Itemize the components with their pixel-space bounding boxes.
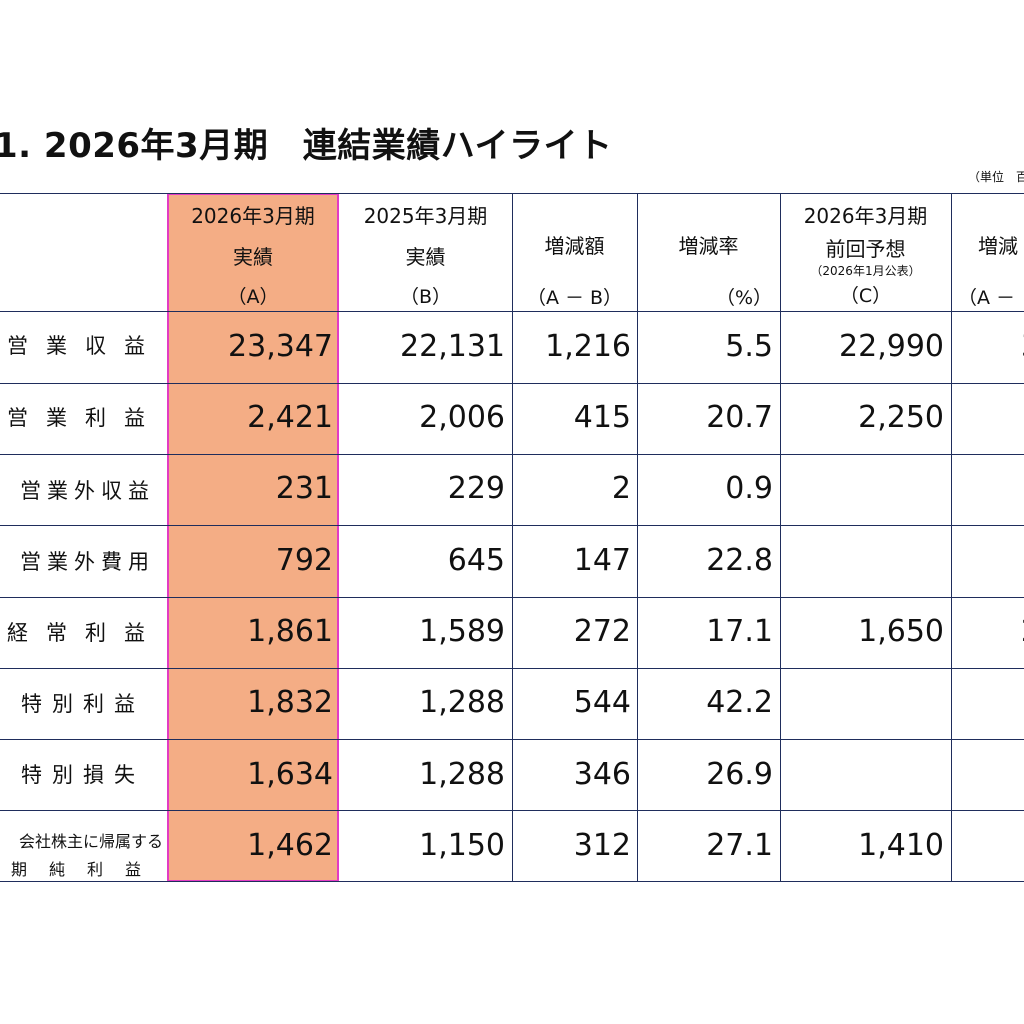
table-cell: 231 [275,471,333,506]
table-cell: 1,832 [247,685,333,720]
header-col-diff2: 増減 （A － [958,230,1024,310]
table-cell: 1,288 [419,757,505,792]
header-col-diff: 増減額 （A － B） [512,230,637,310]
row-label-net-income-line1: 会社株主に帰属する [18,832,163,851]
row-label-operating-revenue: 営業収益 [7,334,163,358]
table-cell: 27.1 [706,828,773,863]
table-cell: 312 [573,828,631,863]
header-col-rate-line3: （%） [715,287,772,309]
table-cell: 1,150 [419,828,505,863]
header-col-b-line2: 実績 [405,245,446,269]
table-cell: 20.7 [706,400,773,435]
table-cell: 2,421 [247,400,333,435]
header-col-b: 2025年3月期 実績 （B） [339,200,512,309]
table-cell: 346 [573,757,631,792]
page-title: 1. 2026年3月期 連結業績ハイライト [0,126,613,166]
table-border-bottom [0,881,1024,882]
table-cell: 22,131 [400,329,505,364]
table-cell: 2,006 [419,400,505,435]
table-cell: 1,861 [247,614,333,649]
highlight-column-a [167,193,339,882]
table-cell: 1,410 [858,828,944,863]
table-col-divider [780,193,781,881]
table-cell: 1,650 [858,614,944,649]
row-label-extraordinary-loss: 特別損失 [21,763,145,787]
table-cell: 1,634 [247,757,333,792]
header-col-b-line3: （B） [399,286,452,308]
row-label-non-operating-expenses: 営業外費用 [20,550,155,574]
row-label-operating-income: 営業利益 [7,406,163,430]
header-col-diff-line3: （A － B） [526,287,623,309]
table-cell: 3 [870,329,1024,364]
table-cell: 1,462 [247,828,333,863]
header-col-c: 2026年3月期 前回予想 （2026年1月公表） （C） [780,200,951,308]
table-cell: 17.1 [706,614,773,649]
table-col-divider [951,193,952,881]
table-cell: 26.9 [706,757,773,792]
header-col-a-line3: （A） [227,286,279,308]
table-cell: 5.5 [725,329,773,364]
table-cell: 22.8 [706,543,773,578]
table-cell: 22,990 [839,329,944,364]
table-cell: 645 [447,543,505,578]
table-cell: 42.2 [706,685,773,720]
unit-note: （単位 百 [968,170,1024,184]
table-cell: 544 [573,685,631,720]
row-label-ordinary-income: 経常利益 [7,621,163,645]
row-label-non-operating-income: 営業外収益 [20,479,155,503]
table-cell: 0.9 [725,471,773,506]
table-cell: 1,216 [545,329,631,364]
table-cell: 1,288 [419,685,505,720]
table-cell: 415 [573,400,631,435]
table-cell: 2 [870,614,1024,649]
header-col-diff2-line3: （A － [958,287,1016,309]
table-cell: 2,250 [858,400,944,435]
header-col-c-line1: 2026年3月期 [803,204,928,228]
header-col-c-sub: （2026年1月公表） [810,264,921,278]
table-col-divider [512,193,513,881]
table-cell: 229 [447,471,505,506]
header-col-a: 2026年3月期 実績 （A） [167,200,339,309]
table-cell: 2 [611,471,631,506]
header-col-diff2-line2: 増減 [978,234,1018,258]
table-col-divider [637,193,638,881]
table-cell: 23,347 [228,329,333,364]
header-col-rate-line2: 増減率 [678,234,739,258]
header-col-c-line3: （C） [839,285,892,307]
table-cell: 792 [275,543,333,578]
header-col-a-line1: 2026年3月期 [191,204,315,228]
header-col-b-line1: 2025年3月期 [363,204,488,228]
table-cell: 147 [573,543,631,578]
header-col-c-line2: 前回予想 [825,237,906,261]
table-cell: 1 [870,400,1024,435]
row-label-net-income-line2: 期純利益 [10,860,163,879]
header-col-a-line2: 実績 [233,245,273,269]
header-col-rate: 増減率 （%） [637,230,780,310]
header-col-diff-line2: 増減額 [544,234,605,258]
table-cell: 1,589 [419,614,505,649]
table-cell: 272 [573,614,631,649]
row-label-extraordinary-income: 特別利益 [21,692,145,716]
